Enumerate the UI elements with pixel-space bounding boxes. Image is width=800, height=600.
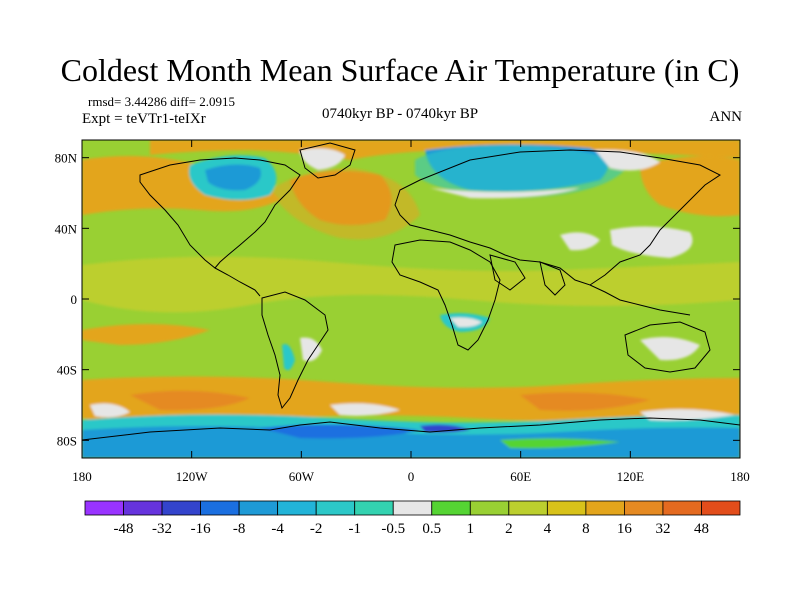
y-tick-label: 40N <box>55 221 78 236</box>
colorbar-label: -4 <box>271 521 284 537</box>
x-tick-label: 60W <box>289 469 315 484</box>
latitude-axis: 80N 40N 0 40S 80S <box>55 151 740 448</box>
colorbar-swatch <box>546 500 587 516</box>
colorbar-label: 4 <box>544 521 552 537</box>
north-atlantic-warm <box>270 168 420 240</box>
colorbar-swatch <box>431 500 471 516</box>
coastlines <box>82 142 740 441</box>
colorbar-label: 0.5 <box>422 521 441 537</box>
colorbar-swatch <box>508 500 548 516</box>
colorbar-label: 16 <box>617 521 633 537</box>
arabia-outline <box>489 254 526 291</box>
north-pacific-warm <box>82 156 280 215</box>
east-siberia-neutral <box>595 149 660 171</box>
antarctica-outline <box>82 417 740 441</box>
temperature-field <box>82 140 740 458</box>
x-tick-label: 120E <box>617 469 645 484</box>
antarctic-warm-interior <box>500 438 620 449</box>
southern-ocean-warm-band <box>82 376 740 427</box>
colorbar-label: 1 <box>467 521 475 537</box>
tropical-warm-band <box>82 256 740 313</box>
australia-outline <box>624 321 711 373</box>
experiment-label: Expt = teVTr1-teIXr <box>82 111 206 127</box>
colorbar: -48 -32 -16 -8 -4 -2 -1 -0.5 0.5 1 2 4 8 16 32 48 <box>84 500 741 537</box>
central-america-outline <box>214 267 261 297</box>
colorbar-label: -16 <box>191 521 211 537</box>
colorbar-label: -0.5 <box>381 521 405 537</box>
colorbar-swatch <box>585 500 625 516</box>
tibet-neutral <box>560 232 600 251</box>
colorbar-label: 2 <box>505 521 513 537</box>
southeast-asia-outline <box>589 284 691 316</box>
antarctic-neutral-1 <box>90 403 130 418</box>
antarctic-neutral-2 <box>330 403 400 416</box>
pacific-warm-tongue <box>82 324 210 345</box>
colorbar-swatch <box>701 500 741 516</box>
colorbar-label: 8 <box>582 521 590 537</box>
period-label: 0740kyr BP - 0740kyr BP <box>321 106 479 122</box>
colorbar-label: 48 <box>694 521 709 537</box>
colorbar-swatch <box>354 500 394 516</box>
colorbar-swatch <box>469 500 510 516</box>
andes-cool <box>282 344 295 371</box>
canada-colder <box>205 164 261 191</box>
colorbar-label: -2 <box>310 521 323 537</box>
south-america-outline <box>261 291 329 410</box>
colorbar-swatch <box>392 500 433 516</box>
antarctic-coldest <box>420 424 470 433</box>
y-tick-label: 0 <box>71 292 78 307</box>
colorbar-swatch <box>315 500 356 516</box>
southern-ocean-hot-1 <box>130 390 250 411</box>
australia-neutral <box>640 336 700 361</box>
south-america-neutral <box>300 337 322 362</box>
colorbar-label: -8 <box>233 521 246 537</box>
africa-outline <box>391 239 501 351</box>
colorbar-label: -1 <box>348 521 361 537</box>
y-tick-label: 40S <box>57 363 77 378</box>
colorbar-swatch <box>123 500 163 516</box>
north-pacific-warm-east <box>640 156 740 217</box>
colorbar-swatch <box>200 500 240 516</box>
north-america-outline <box>139 157 301 269</box>
east-asia-neutral <box>610 226 693 258</box>
africa-neutral <box>450 317 482 328</box>
greenland-outline <box>299 142 356 179</box>
siberia-cool-rim <box>415 145 625 198</box>
antarctic-cold <box>82 426 740 458</box>
india-outline <box>539 261 566 296</box>
x-tick-label: 180 <box>730 469 750 484</box>
x-tick-label: 60E <box>510 469 531 484</box>
greenland-neutral <box>300 148 345 170</box>
map-title: Coldest Month Mean Surface Air Temperatu… <box>60 52 740 88</box>
eurasia-outline <box>394 149 721 286</box>
x-tick-label: 120W <box>176 469 209 484</box>
y-tick-label: 80N <box>55 151 78 166</box>
colorbar-swatch <box>238 500 279 516</box>
colorbar-swatch <box>624 500 664 516</box>
colorbar-swatch <box>277 500 317 516</box>
colorbar-label: -48 <box>114 521 134 537</box>
season-label: ANN <box>709 109 743 125</box>
colorbar-swatch <box>161 500 201 516</box>
colorbar-swatch <box>662 500 702 516</box>
longitude-axis: 180 120W 60W 0 60E 120E 180 <box>72 140 750 484</box>
colorbar-label: 32 <box>655 521 670 537</box>
rmsd-diff-stats: rmsd= 3.44286 diff= 2.0915 <box>88 94 235 109</box>
y-tick-label: 80S <box>57 433 77 448</box>
colorbar-label: -32 <box>152 521 172 537</box>
arctic-coast-neutral <box>430 188 580 199</box>
x-tick-label: 180 <box>72 469 92 484</box>
antarctic-neutral-3 <box>640 409 735 421</box>
x-tick-label: 0 <box>408 469 415 484</box>
colorbar-swatch <box>84 500 124 516</box>
southern-ocean-hot-2 <box>520 392 650 411</box>
